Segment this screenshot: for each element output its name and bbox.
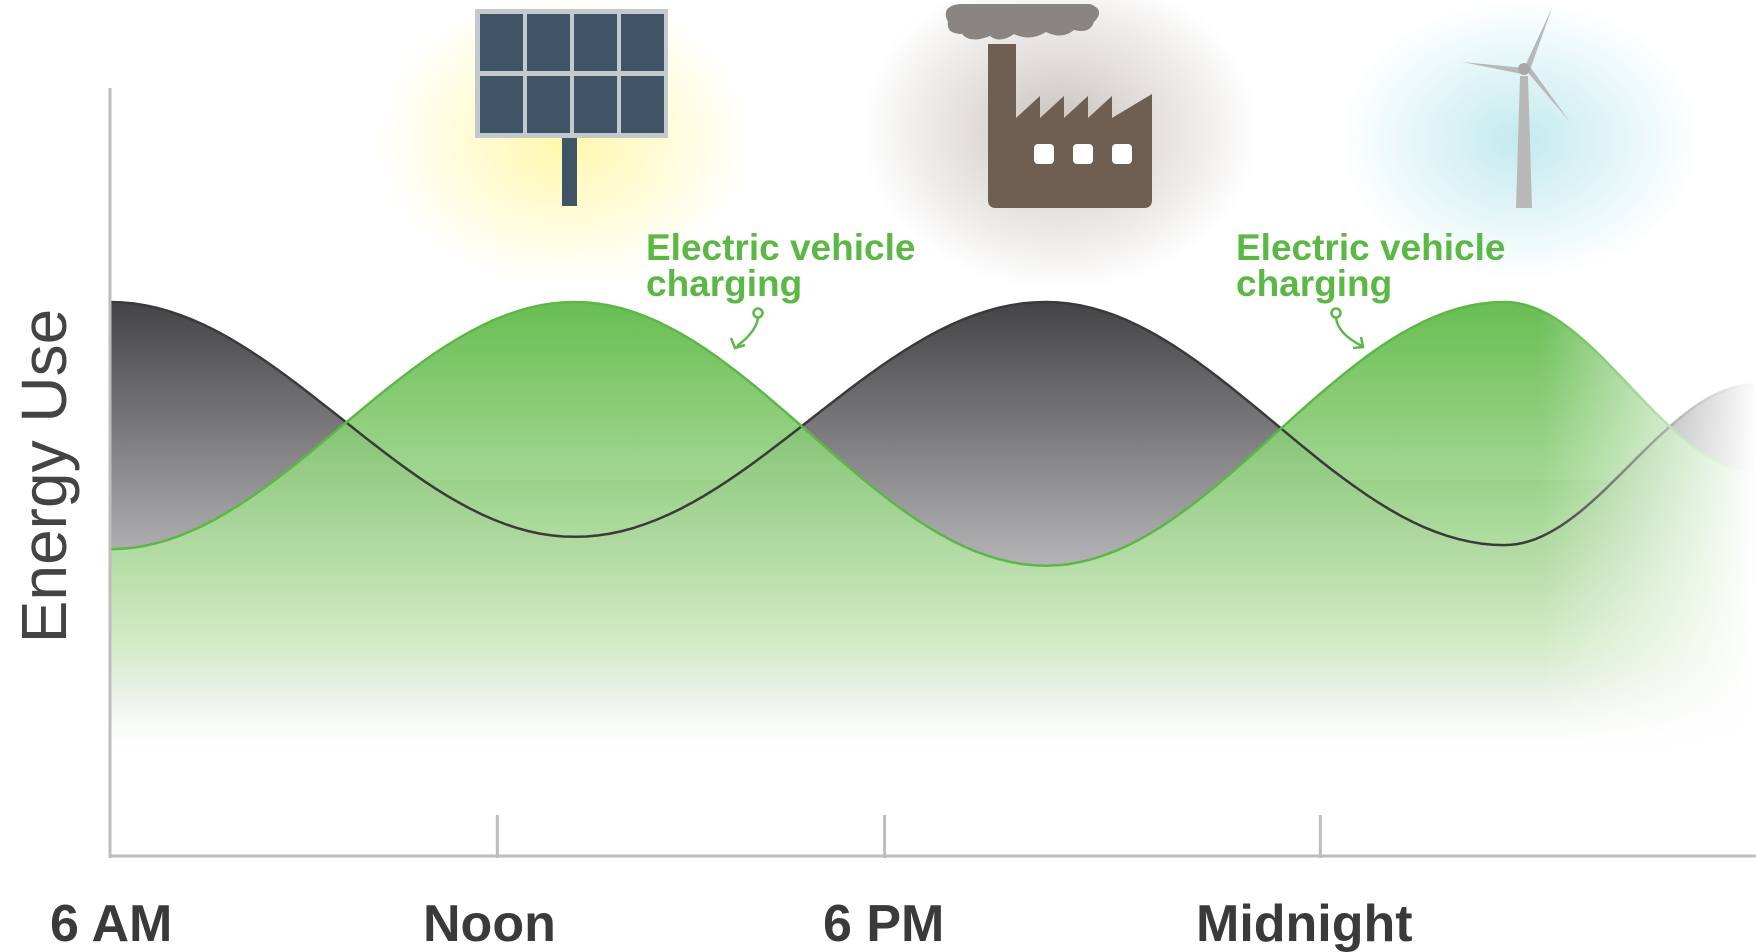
annotation-1-line1: Electric vehicle: [646, 227, 915, 268]
annotation-ev-charging-1: Electric vehicle charging: [646, 227, 915, 350]
factory-icon: [945, 4, 1152, 208]
tick-label-noon: Noon: [423, 895, 556, 952]
annotation-1-line2: charging: [646, 263, 802, 304]
plot-area: [110, 300, 1757, 760]
solar-panel-icon: [475, 9, 668, 206]
y-axis-label: Energy Use: [8, 309, 80, 643]
tick-label-midnight: Midnight: [1196, 895, 1413, 952]
tick-label-6pm: 6 PM: [823, 895, 944, 952]
annotation-2-line2: charging: [1236, 263, 1392, 304]
wind-turbine-icon: [1462, 8, 1570, 208]
x-ticks: [108, 815, 1322, 858]
annotation-ev-charging-2: Electric vehicle charging: [1236, 227, 1505, 350]
tick-label-6am: 6 AM: [50, 895, 172, 952]
annotation-2-line1: Electric vehicle: [1236, 227, 1505, 268]
right-fade: [1540, 250, 1758, 810]
